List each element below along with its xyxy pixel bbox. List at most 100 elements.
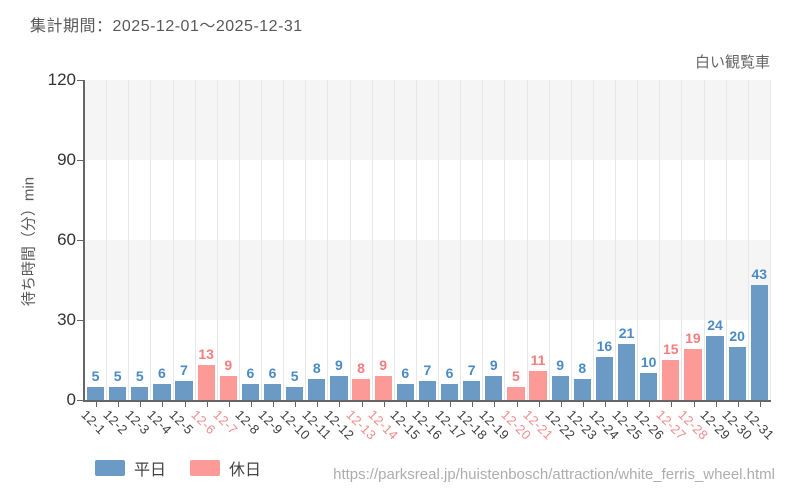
bar-value-label: 16: [596, 338, 613, 355]
chart-column-12-10: 5 12-10: [277, 80, 313, 443]
chart-column-12-11: 8 12-11: [299, 80, 334, 442]
x-tick-mark: [295, 402, 297, 407]
x-tick-label: 12-2: [100, 407, 131, 438]
x-tick-mark: [494, 402, 496, 407]
x-tick-mark: [450, 402, 452, 407]
y-axis-line: [83, 80, 85, 402]
chart-column-12-15: 6 12-15: [388, 80, 424, 443]
y-tick-label: 60: [57, 230, 76, 249]
x-tick-mark: [671, 402, 673, 407]
bar-12-22: [551, 376, 569, 400]
bar-12-16: [418, 381, 437, 400]
bar-value-label: 8: [312, 359, 321, 376]
bar-12-15: [396, 384, 414, 400]
x-tick-mark: [428, 402, 429, 407]
bar-value-label: 5: [113, 367, 122, 384]
legend-swatch-holiday: [190, 460, 221, 476]
chart-column-12-2: 5 12-2: [100, 80, 131, 437]
x-tick-label: 12-1: [77, 407, 109, 438]
bar-value-label: 6: [246, 365, 255, 381]
chart-column-12-26: 10 12-26: [631, 80, 667, 443]
x-tick-mark: [516, 402, 518, 407]
bar-12-17: [440, 384, 459, 400]
chart-column-12-12: 9 12-12: [321, 80, 357, 443]
x-axis-line: [83, 400, 771, 402]
x-tick-mark: [206, 402, 208, 407]
bar-value-label: 8: [357, 359, 365, 376]
bar-value-label: 6: [268, 365, 277, 381]
chart-column-12-5: 7 12-5: [166, 80, 197, 437]
y-tick-mark: [77, 400, 84, 401]
bar-12-11: [308, 378, 326, 400]
chart-column-12-17: 6 12-17: [432, 80, 468, 443]
chart-column-12-24: 16 12-24: [587, 80, 623, 443]
bar-value-label: 21: [618, 325, 635, 341]
x-tick-mark: [250, 402, 252, 407]
bar-12-19: [485, 376, 503, 400]
bar-value-label: 8: [578, 359, 587, 376]
attraction-name-label: 白い観覧車: [694, 54, 770, 71]
bar-value-label: 9: [335, 357, 343, 373]
chart-column-12-16: 7 12-16: [410, 80, 446, 443]
bar-12-6: [197, 365, 215, 400]
bar-value-label: 9: [224, 357, 233, 373]
bar-value-label: 9: [379, 357, 388, 373]
bar-12-25: [617, 344, 636, 400]
bar-12-13: [352, 378, 370, 400]
bar-value-label: 5: [91, 367, 100, 384]
bar-value-label: 9: [556, 357, 565, 373]
x-tick-mark: [538, 402, 540, 407]
x-tick-mark: [140, 402, 142, 407]
x-tick-mark: [649, 402, 651, 407]
bar-12-24: [595, 357, 614, 400]
bar-value-label: 24: [707, 317, 723, 333]
x-tick-label: 12-8: [232, 407, 264, 438]
chart-column-12-30: 20 12-30: [720, 80, 755, 443]
x-tick-mark: [715, 402, 717, 407]
chart-column-12-21: 11 12-21: [520, 80, 556, 443]
chart-column-12-23: 8 12-23: [565, 80, 601, 443]
bar-value-label: 13: [198, 346, 214, 363]
chart-column-12-29: 24 12-29: [697, 80, 733, 443]
bar-value-label: 7: [180, 362, 188, 379]
bar-12-27: [662, 360, 680, 400]
x-tick-mark: [361, 402, 363, 407]
x-tick-mark: [184, 402, 186, 407]
bar-value-label: 20: [729, 327, 745, 344]
bar-12-9: [263, 384, 282, 400]
bar-12-18: [463, 381, 481, 400]
x-tick-label: 12-9: [254, 407, 286, 438]
bar-12-30: [728, 346, 746, 400]
bar-12-5: [175, 381, 193, 400]
x-tick-mark: [383, 402, 385, 407]
chart-column-12-9: 6 12-9: [255, 80, 285, 437]
legend-label-holiday: 休日: [229, 462, 262, 479]
bar-12-29: [706, 336, 724, 400]
bar-value-label: 5: [512, 367, 520, 384]
bar-value-label: 6: [401, 365, 410, 381]
chart-column-12-20: 5 12-20: [498, 80, 534, 443]
chart-column-12-3: 5 12-3: [122, 80, 153, 437]
x-tick-mark: [693, 402, 695, 407]
x-tick-mark: [472, 402, 474, 407]
legend-swatch-weekday: [95, 460, 125, 476]
bar-12-31: [750, 285, 768, 400]
chart-column-12-14: 9 12-14: [366, 80, 401, 443]
bar-12-20: [507, 386, 525, 400]
chart-plot-area: 5 12-1 5 12-2 5 12-3 6 12-4 7 12-5 13 12-6 9 12-7 6 12-…: [78, 80, 778, 443]
source-url: https://parksreal.jp/huistenbosch/attrac…: [333, 466, 775, 483]
bar-value-label: 7: [467, 362, 476, 379]
x-tick-mark: [339, 402, 341, 407]
report-period-title: 集計期間：2025-12-01～2025-12-31: [30, 18, 303, 35]
bar-value-label: 6: [445, 365, 454, 381]
chart-column-12-25: 21 12-25: [609, 80, 645, 443]
x-tick-mark: [560, 402, 562, 407]
bar-value-label: 6: [158, 365, 166, 381]
bar-value-label: 19: [685, 330, 701, 347]
chart-legend: 平日 休日: [95, 456, 285, 480]
bar-value-label: 15: [663, 341, 679, 357]
x-tick-mark: [737, 402, 739, 407]
y-tick-label: 0: [66, 390, 76, 409]
chart-column-12-22: 9 12-22: [543, 80, 578, 443]
chart-column-12-6: 13 12-6: [189, 80, 219, 437]
